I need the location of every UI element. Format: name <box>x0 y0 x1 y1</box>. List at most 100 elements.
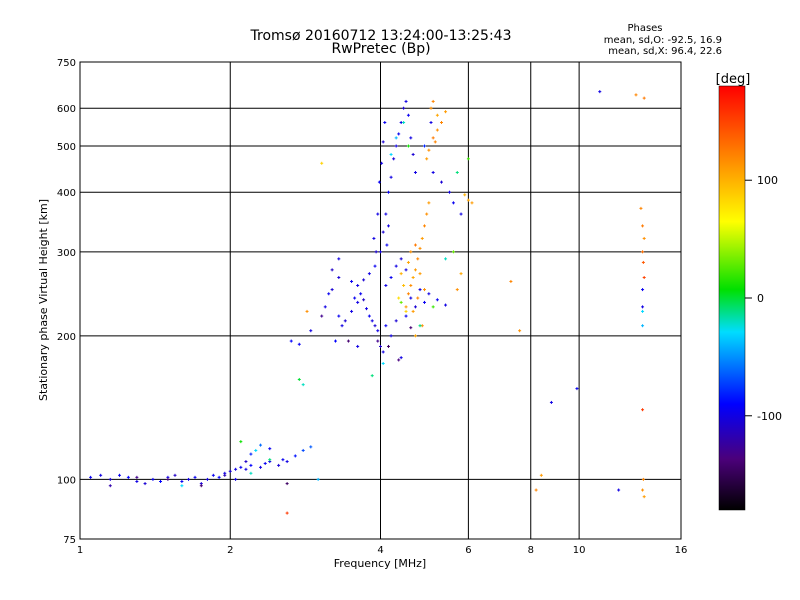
data-point <box>356 300 360 304</box>
data-point <box>333 339 337 343</box>
data-point <box>549 400 553 404</box>
y-tick-label: 100 <box>57 475 76 486</box>
data-point <box>641 408 645 412</box>
chart-title: Tromsø 20160712 13:24:00-13:25:43 <box>250 28 512 44</box>
data-point <box>320 314 324 318</box>
phases-line-o: mean, sd,O: -92.5, 16.9 <box>604 35 722 46</box>
data-point <box>343 319 347 323</box>
data-point <box>406 144 410 148</box>
data-point <box>422 144 426 148</box>
data-point <box>455 288 459 292</box>
phases-heading: Phases <box>627 23 662 34</box>
data-point <box>118 473 122 477</box>
data-point <box>425 157 429 161</box>
data-point <box>323 305 327 309</box>
data-point <box>404 268 408 272</box>
plot-frame <box>79 61 682 540</box>
data-point <box>402 283 406 287</box>
data-point <box>143 482 147 486</box>
data-point <box>383 121 387 125</box>
data-point <box>372 236 376 240</box>
data-point <box>406 260 410 264</box>
data-point <box>126 475 130 479</box>
data-point <box>277 463 281 467</box>
data-point <box>376 329 380 333</box>
x-tick-label: 1 <box>77 545 83 556</box>
x-tick-label: 2 <box>227 545 233 556</box>
data-point <box>350 309 354 313</box>
data-point <box>370 319 374 323</box>
data-point <box>228 469 232 473</box>
data-point <box>199 484 203 488</box>
data-point <box>381 350 385 354</box>
data-point <box>346 339 350 343</box>
data-point <box>641 260 645 264</box>
data-point <box>431 305 435 309</box>
data-point <box>285 460 289 464</box>
colorbar <box>718 85 746 511</box>
data-point <box>642 96 646 100</box>
data-point <box>301 448 305 452</box>
data-point <box>285 511 289 515</box>
data-point <box>337 276 341 280</box>
data-point <box>381 361 385 365</box>
data-point <box>418 324 422 328</box>
data-point <box>135 479 139 483</box>
data-point <box>389 175 393 179</box>
data-point <box>411 276 415 280</box>
x-tick-labels: 1 2 4 6 8 10 16 <box>77 545 688 556</box>
data-point <box>435 113 439 117</box>
data-point <box>409 283 413 287</box>
data-point <box>205 477 209 481</box>
data-point <box>416 257 420 261</box>
y-tick-label: 75 <box>63 535 76 546</box>
data-point <box>418 288 422 292</box>
data-point <box>239 440 243 444</box>
phases-line-x: mean, sd,X: 96.4, 22.6 <box>608 46 722 57</box>
data-point <box>180 479 184 483</box>
data-point <box>305 309 309 313</box>
data-point <box>244 460 248 464</box>
data-point <box>356 283 360 287</box>
data-point <box>394 144 398 148</box>
data-point <box>394 264 398 268</box>
data-point <box>159 479 163 483</box>
data-point <box>249 463 253 467</box>
data-point <box>466 157 470 161</box>
data-point <box>289 339 293 343</box>
data-point <box>370 374 374 378</box>
data-point <box>575 387 579 391</box>
data-point <box>173 473 177 477</box>
data-point <box>359 292 363 296</box>
data-point <box>385 243 389 247</box>
data-point <box>413 268 417 272</box>
data-point <box>409 296 413 300</box>
data-point <box>448 190 452 194</box>
data-point <box>381 230 385 234</box>
data-point <box>373 264 377 268</box>
data-point <box>397 132 401 136</box>
data-point <box>455 170 459 174</box>
data-point <box>641 250 645 254</box>
data-point <box>409 136 413 140</box>
data-point <box>641 309 645 313</box>
y-axis-label: Stationary phase Virtual Height [km] <box>37 199 50 401</box>
data-point <box>642 276 646 280</box>
data-point <box>463 193 467 197</box>
data-point <box>365 307 369 311</box>
data-point <box>392 157 396 161</box>
data-point <box>440 121 444 125</box>
data-point <box>330 268 334 272</box>
data-point <box>254 448 258 452</box>
data-point <box>634 93 638 97</box>
data-point <box>259 465 263 469</box>
data-point <box>353 296 357 300</box>
data-point <box>151 477 155 481</box>
data-point <box>429 121 433 125</box>
data-point <box>389 276 393 280</box>
data-point <box>435 128 439 132</box>
data-point <box>431 170 435 174</box>
data-point <box>413 243 417 247</box>
y-tick-labels: 75 100 200 300 400 500 600 750 <box>57 58 76 546</box>
data-point <box>431 99 435 103</box>
